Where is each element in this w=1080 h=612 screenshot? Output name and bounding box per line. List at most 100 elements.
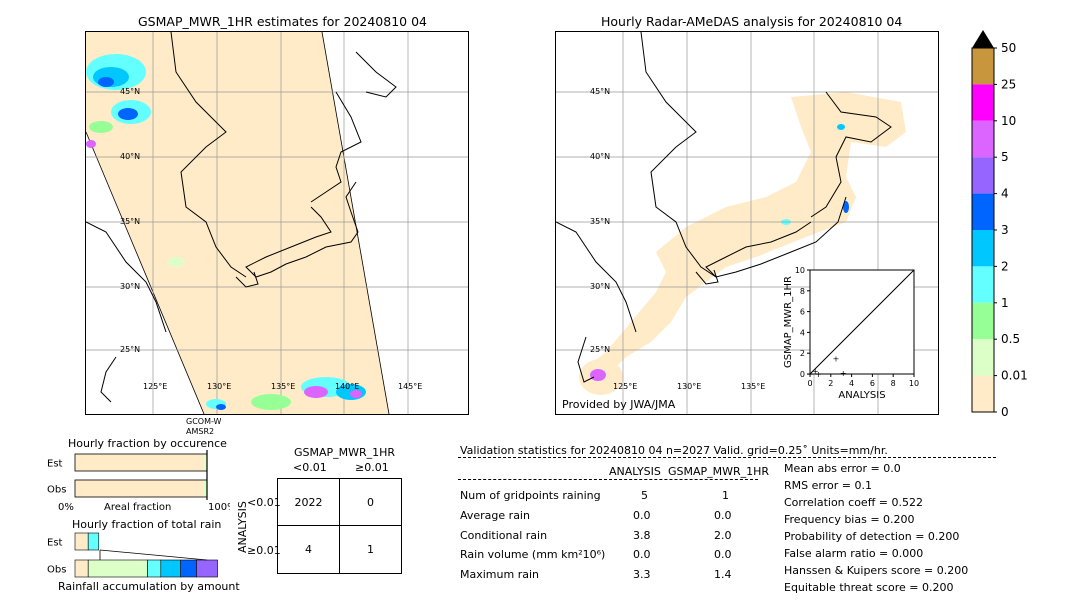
stats-row-gsmap: 2.0 [714,529,732,542]
colorbar-tick-label: 50 [1001,41,1016,55]
right-lon-130: 130°E [677,382,701,391]
total-rain-bar-segment [160,559,181,578]
occurrence-category-label: Obs [47,485,66,496]
total-rain-category-label: Est [47,538,63,549]
stats-col-analysis: ANALYSIS [609,465,661,478]
occurrence-category-label: Est [47,459,63,470]
scatter-x-tick-label: 6 [870,379,875,388]
scatter-inset: 0 2 4 6 8 10 0 2 4 6 8 10 + + + + + ANALYSIS GSMAP_MWR_1HR [782,262,922,402]
total-rain-bar-segment [147,559,162,578]
left-map: 45°N 40°N 35°N 30°N 25°N 125°E 130°E 135… [85,31,469,415]
contingency-cell: 4 [277,525,340,574]
colorbar-tick-label: 0.5 [1001,332,1020,346]
stats-row-gsmap: 1.4 [714,568,732,581]
scatter-diagonal [809,269,915,375]
left-grid [86,32,468,414]
right-lat-25: 25°N [590,345,610,354]
right-lat-30: 30°N [590,282,610,291]
left-lat-40: 40°N [120,152,140,161]
occurrence-bar-segment [203,480,207,497]
right-lat-35: 35°N [590,217,610,226]
contingency-cell: 2022 [277,478,340,526]
scatter-x-tick-label: 2 [828,379,833,388]
score-pod: Probability of detection = 0.200 [784,530,960,543]
total-rain-connector [99,549,208,561]
occurrence-x-tick-0: 0% [58,502,74,513]
left-lat-30: 30°N [120,282,140,291]
total-rain-bar-segment [196,559,218,578]
scatter-point: + [807,370,814,379]
left-rain-blobs [86,54,366,410]
scatter-x-tick-label: 4 [849,379,854,388]
colorbar-segment [972,339,994,376]
stats-row-gsmap: 0.0 [714,509,732,522]
colorbar-tick-label: 5 [1001,150,1009,164]
stats-row-analysis: 3.8 [633,529,651,542]
scatter-y-tick-label: 10 [795,266,805,275]
stats-row-label: Num of gridpoints raining [460,489,601,502]
colorbar-segment [972,266,994,303]
swath-edge-left [86,131,205,414]
occurrence-xlabel: Areal fraction [104,502,171,513]
score-hk: Hanssen & Kuipers score = 0.200 [784,564,969,577]
left-lon-135: 135°E [271,382,295,391]
score-rmse: RMS error = 0.1 [784,479,872,492]
colorbar-segment [972,48,994,85]
right-lat-45: 45°N [590,87,610,96]
swath-area [86,32,389,414]
left-map-canvas: 45°N 40°N 35°N 30°N 25°N 125°E 130°E 135… [86,32,468,414]
right-coastlines [556,32,892,383]
scatter-x-tick-label: 8 [891,379,896,388]
colorbar-segment [972,230,994,267]
occurrence-bar-segment [75,480,204,497]
left-lon-125: 125°E [143,382,167,391]
rain-max-blob [590,369,606,381]
total-rain-bar-segment [180,559,197,578]
colorbar-tick-label: 3 [1001,223,1009,237]
left-lon-145: 145°E [398,382,422,391]
colorbar-segment [972,157,994,194]
scatter-point: + [833,354,840,363]
colorbar-segment [972,375,994,412]
stats-col-gsmap: GSMAP_MWR_1HR [668,465,770,478]
score-corr: Correlation coeff = 0.522 [784,496,923,509]
colorbar-tick-label: 2 [1001,259,1009,273]
stats-title: Validation statistics for 20240810 04 n=… [460,444,888,457]
right-lon-125: 125°E [613,382,637,391]
score-mae: Mean abs error = 0.0 [784,462,901,475]
stats-header-divider [458,479,758,480]
scatter-x-tick-label: 10 [909,379,919,388]
stats-row-label: Average rain [460,509,530,522]
right-lat-40: 40°N [590,152,610,161]
total-rain-bar-segment [87,559,148,578]
colorbar-segment [972,193,994,230]
scatter-ylabel: GSMAP_MWR_1HR [783,276,794,368]
colorbar-segment [972,120,994,158]
contingency-col-1: <0.01 [293,461,327,474]
score-freq-bias: Frequency bias = 0.200 [784,513,915,526]
scatter-xlabel: ANALYSIS [838,390,885,401]
left-map-title: GSMAP_MWR_1HR estimates for 20240810 04 [138,14,427,29]
stats-row-gsmap: 0.0 [714,548,732,561]
scatter-x-tick-label: 0 [807,379,812,388]
total-rain-canvas: Est Obs [47,532,218,578]
stats-row-label: Maximum rain [460,568,539,581]
scatter-y-tick-label: 0 [800,370,805,379]
colorbar-tick-label: 10 [1001,114,1016,128]
total-rain-chart: Est Obs [40,530,230,582]
left-lon-140: 140°E [335,382,359,391]
right-map-canvas: 45°N 40°N 35°N 30°N 25°N 125°E 130°E 135… [556,32,938,414]
left-coastlines [86,32,397,403]
contingency-title: GSMAP_MWR_1HR [294,446,396,459]
stats-row-label: Conditional rain [460,529,548,542]
left-lat-35: 35°N [120,217,140,226]
colorbar-tick-label: 1 [1001,296,1009,310]
occurrence-bar-segment [204,454,207,471]
colorbar-extend-arrow [972,30,994,48]
total-rain-bar-segment [74,532,89,551]
colorbar-segment [972,84,994,121]
colorbar: 50 25 10 5 4 3 2 1 0.5 0.01 0 [960,28,1040,419]
colorbar-tick-label: 0 [1001,405,1009,418]
stats-row-gsmap: 1 [722,489,729,502]
